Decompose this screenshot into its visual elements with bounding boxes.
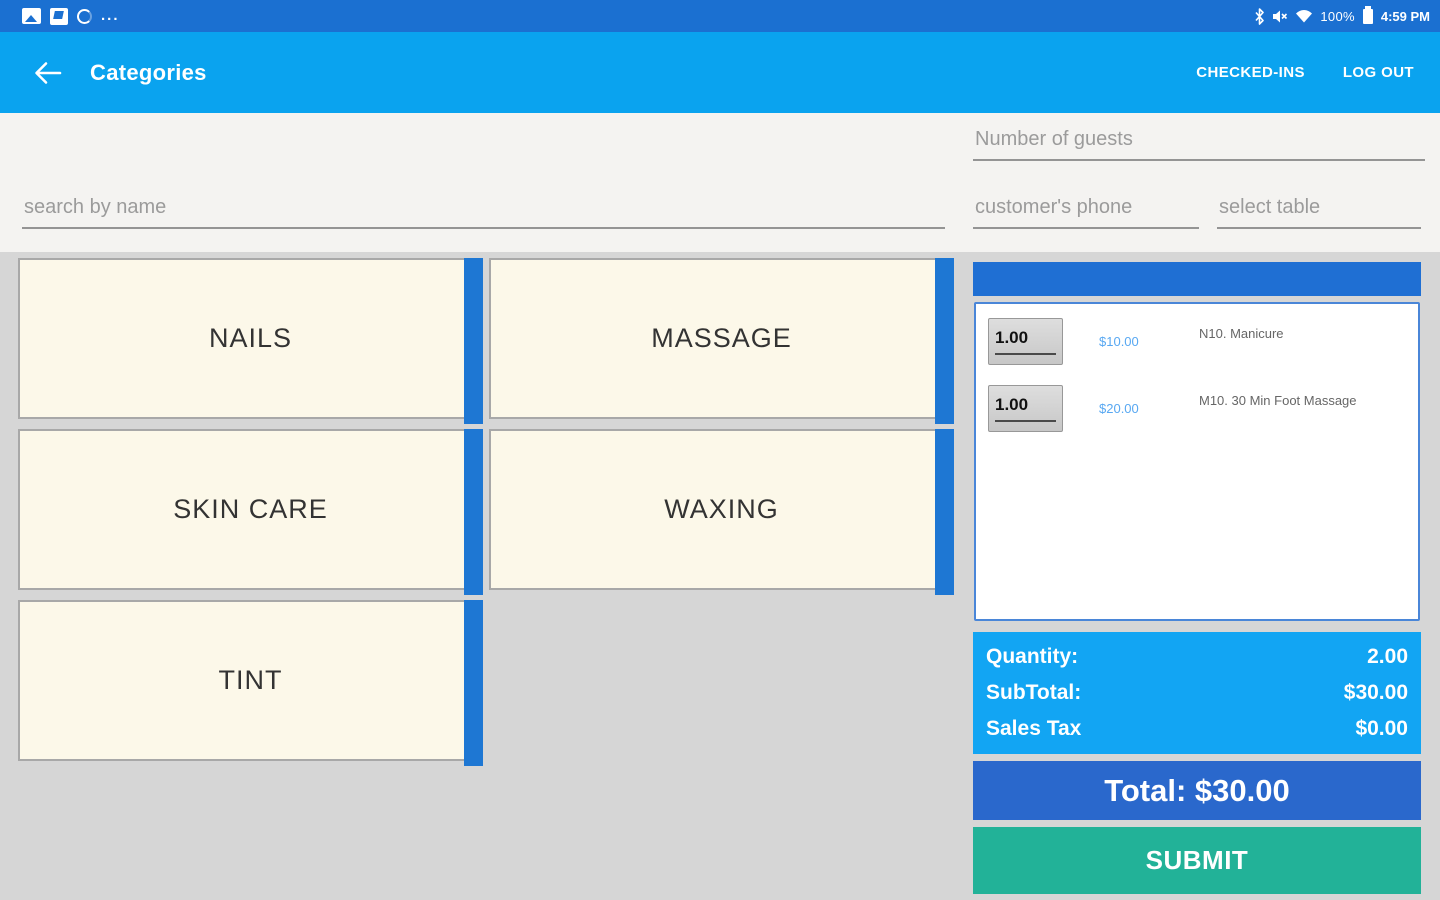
category-tile-tint[interactable]: TINT	[18, 600, 483, 766]
item-quantity-field	[988, 385, 1063, 432]
category-label: TINT	[218, 665, 283, 695]
category-tile-waxing[interactable]: WAXING	[489, 429, 954, 595]
clock-label: 4:59 PM	[1380, 8, 1430, 24]
sync-notification-icon	[77, 8, 92, 24]
tile-accent-strip	[464, 600, 483, 766]
checked-ins-button[interactable]: CHECKED-INS	[1196, 64, 1305, 81]
battery-percent-label: 100%	[1320, 8, 1355, 24]
mute-icon	[1272, 9, 1288, 24]
bluetooth-icon	[1254, 7, 1265, 25]
customer-phone-input[interactable]	[973, 192, 1199, 229]
arrow-left-icon	[33, 60, 63, 86]
input-underline	[995, 420, 1056, 422]
tile-accent-strip	[464, 258, 483, 424]
screenshot-notification-icon	[22, 8, 41, 24]
cart-header-bar	[973, 262, 1421, 296]
input-underline	[995, 353, 1056, 355]
more-notifications-indicator: ...	[101, 7, 120, 24]
category-tile-skin-care[interactable]: SKIN CARE	[18, 429, 483, 595]
category-label: SKIN CARE	[173, 494, 328, 524]
cart-item-row: $20.00 M10. 30 Min Foot Massage	[988, 385, 1418, 432]
order-total: Total: $30.00	[973, 761, 1421, 820]
summary-value: $0.00	[1355, 717, 1408, 740]
tile-accent-strip	[935, 429, 954, 595]
status-notification-icons: ...	[22, 7, 120, 25]
tile-accent-strip	[935, 258, 954, 424]
summary-value: $30.00	[1343, 681, 1408, 704]
back-button[interactable]	[18, 43, 78, 103]
summary-value: 2.00	[1367, 645, 1408, 668]
summary-label: Sales Tax	[986, 717, 1082, 740]
tile-accent-strip	[464, 429, 483, 595]
search-input[interactable]	[22, 192, 945, 229]
category-label: NAILS	[208, 323, 293, 353]
cart-items-panel: $10.00 N10. Manicure $20.00 M10. 30 Min …	[974, 302, 1420, 621]
summary-row-sales-tax: Sales Tax $0.00	[986, 711, 1408, 747]
summary-row-quantity: Quantity: 2.00	[986, 639, 1408, 675]
app-bar: Categories CHECKED-INS LOG OUT	[0, 32, 1440, 113]
cart-item-row: $10.00 N10. Manicure	[988, 318, 1418, 365]
item-name: M10. 30 Min Foot Massage	[1199, 393, 1357, 408]
item-name: N10. Manicure	[1199, 326, 1284, 341]
app-bar-actions: CHECKED-INS LOG OUT	[1196, 64, 1440, 81]
battery-icon	[1362, 5, 1373, 24]
submit-button[interactable]: SUBMIT	[973, 827, 1421, 894]
item-price: $10.00	[1099, 334, 1139, 349]
item-price: $20.00	[1099, 401, 1139, 416]
summary-label: SubTotal:	[986, 681, 1082, 704]
status-system-icons: 100% 4:59 PM	[1254, 5, 1430, 25]
app-notification-icon	[50, 7, 68, 25]
summary-row-subtotal: SubTotal: $30.00	[986, 675, 1408, 711]
logout-button[interactable]: LOG OUT	[1342, 64, 1414, 81]
status-bar: ... 100% 4:59 PM	[0, 0, 1440, 32]
page-title: Categories	[90, 59, 207, 85]
category-tile-nails[interactable]: NAILS	[18, 258, 483, 424]
category-label: WAXING	[664, 494, 779, 524]
item-quantity-field	[988, 318, 1063, 365]
item-quantity-input[interactable]	[995, 390, 1057, 420]
summary-label: Quantity:	[986, 645, 1079, 668]
wifi-icon	[1295, 9, 1313, 23]
category-tile-massage[interactable]: MASSAGE	[489, 258, 954, 424]
item-quantity-input[interactable]	[995, 323, 1057, 353]
category-label: MASSAGE	[651, 323, 792, 353]
order-summary: Quantity: 2.00 SubTotal: $30.00 Sales Ta…	[973, 632, 1421, 754]
select-table-input[interactable]	[1217, 192, 1421, 229]
number-of-guests-input[interactable]	[973, 124, 1425, 161]
